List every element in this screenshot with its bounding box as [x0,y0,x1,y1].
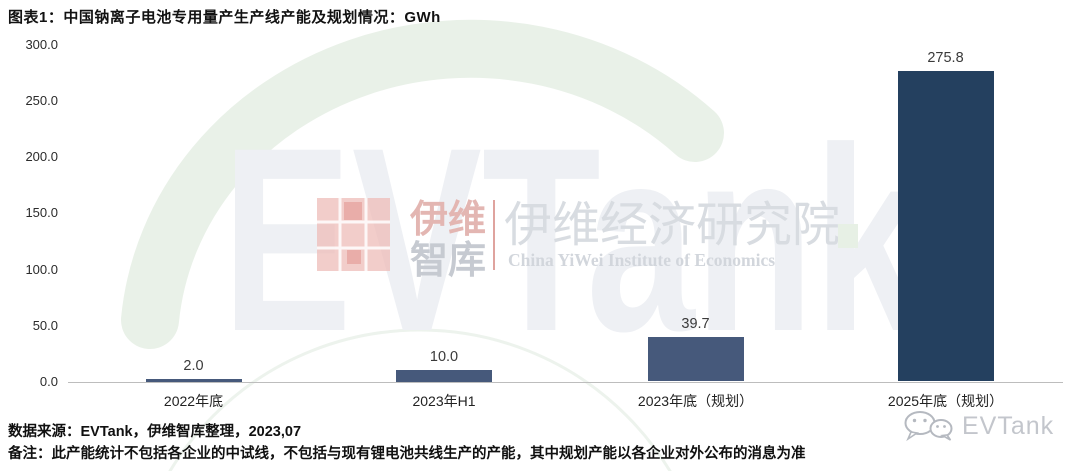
bar [647,336,744,382]
bar-value-label: 10.0 [429,349,459,366]
y-tick-label: 50.0 [32,317,58,333]
chart-title: 图表1：中国钠离子电池专用量产生产线产能及规划情况：GWh [8,9,441,26]
data-source-line: 数据来源：EVTank，伊维智库整理，2023,07 [8,424,302,440]
x-category-label: 2023年底（规划） [637,393,754,409]
bar [396,370,492,382]
y-tick-label: 100.0 [25,261,58,277]
bar-value-label: 275.8 [927,50,964,67]
wechat-icon [904,411,953,442]
y-tick-label: 200.0 [25,149,58,164]
bar [897,71,994,382]
x-axis-line [68,381,1063,383]
x-category-label: 2022年底 [163,393,224,409]
bar-value-label: 39.7 [681,315,710,332]
x-category-label: 2023年H1 [412,393,476,409]
bar-value-label: 2.0 [183,358,204,375]
x-category-label: 2025年底（规划） [887,393,1004,409]
y-tick-label: 250.0 [25,92,58,108]
y-tick-label: 0.0 [39,374,58,389]
bar [145,379,242,382]
wechat-evtank-watermark: EVTank [901,410,1054,442]
y-tick-label: 300.0 [25,36,58,52]
wechat-evtank-label: EVTank [962,411,1055,440]
note-line: 备注：此产能统计不包括各企业的中试线，不包括与现有锂电池共线生产的产能，其中规划… [8,446,806,462]
y-tick-label: 150.0 [25,205,58,221]
